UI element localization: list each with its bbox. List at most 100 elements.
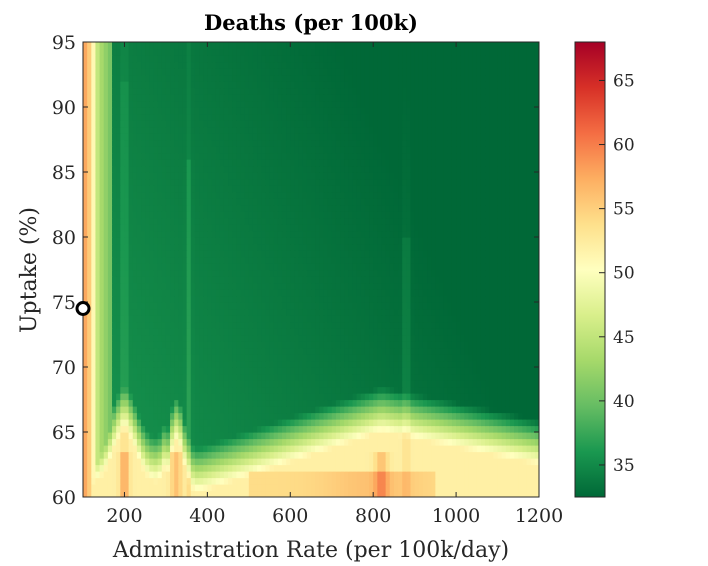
heatmap-cell: [103, 477, 109, 485]
heatmap-cell: [240, 308, 246, 316]
heatmap-cell: [526, 276, 532, 284]
heatmap-cell: [252, 243, 258, 251]
heatmap-cell: [141, 451, 146, 459]
heatmap-cell: [480, 315, 486, 323]
heatmap-cell: [252, 399, 258, 407]
heatmap-cell: [87, 250, 92, 258]
heatmap-cell: [373, 484, 378, 492]
heatmap-cell: [178, 308, 184, 316]
heatmap-cell: [302, 328, 308, 336]
heatmap-cell: [410, 373, 416, 381]
heatmap-cell: [476, 471, 482, 479]
heatmap-cell: [240, 302, 246, 310]
heatmap-cell: [149, 432, 155, 440]
heatmap-cell: [223, 490, 229, 497]
heatmap-cell: [505, 373, 511, 381]
heatmap-cell: [534, 315, 539, 323]
heatmap-cell: [468, 315, 474, 323]
heatmap-cell: [182, 302, 188, 310]
heatmap-cell: [149, 477, 155, 485]
heatmap-cell: [522, 211, 528, 219]
heatmap-cell: [141, 263, 146, 271]
heatmap-cell: [170, 282, 175, 290]
heatmap-cell: [526, 490, 532, 497]
heatmap-cell: [273, 373, 279, 381]
heatmap-cell: [315, 263, 320, 271]
heatmap-cell: [252, 432, 258, 440]
heatmap-cell: [273, 276, 279, 284]
heatmap-cell: [518, 425, 524, 433]
heatmap-cell: [485, 237, 490, 245]
heatmap-cell: [257, 289, 262, 297]
heatmap-cell: [493, 484, 499, 492]
heatmap-cell: [464, 367, 470, 375]
heatmap-cell: [170, 198, 175, 206]
heatmap-cell: [199, 263, 204, 271]
heatmap-cell: [402, 464, 407, 472]
heatmap-cell: [439, 302, 445, 310]
heatmap-cell: [149, 419, 155, 427]
heatmap-cell: [252, 237, 258, 245]
heatmap-cell: [165, 386, 171, 394]
heatmap-cell: [398, 211, 403, 219]
heatmap-cell: [186, 276, 192, 284]
heatmap-cell: [273, 354, 279, 362]
heatmap-cell: [468, 263, 474, 271]
heatmap-cell: [344, 217, 349, 225]
heatmap-cell: [265, 334, 271, 342]
heatmap-cell: [526, 412, 532, 420]
heatmap-cell: [132, 399, 138, 407]
heatmap-cell: [132, 276, 138, 284]
heatmap-cell: [418, 425, 424, 433]
heatmap-cell: [228, 464, 233, 472]
heatmap-cell: [120, 354, 126, 362]
heatmap-cell: [447, 406, 453, 414]
heatmap-cell: [199, 393, 204, 401]
heatmap-cell: [323, 367, 329, 375]
heatmap-cell: [311, 276, 316, 284]
heatmap-cell: [514, 373, 519, 381]
heatmap-cell: [518, 386, 524, 394]
heatmap-cell: [344, 204, 349, 212]
heatmap-cell: [186, 302, 192, 310]
heatmap-cell: [340, 321, 345, 329]
heatmap-cell: [360, 373, 366, 381]
heatmap-cell: [286, 224, 291, 232]
heatmap-cell: [219, 367, 225, 375]
heatmap-cell: [443, 380, 449, 388]
heatmap-cell: [248, 373, 254, 381]
heatmap-cell: [194, 406, 200, 414]
heatmap-cell: [331, 458, 337, 466]
heatmap-cell: [203, 217, 208, 225]
heatmap-cell: [418, 367, 424, 375]
heatmap-cell: [290, 295, 296, 303]
heatmap-cell: [103, 432, 109, 440]
heatmap-cell: [261, 412, 266, 420]
heatmap-cell: [327, 256, 333, 264]
heatmap-cell: [464, 386, 470, 394]
heatmap-cell: [414, 230, 420, 238]
heatmap-cell: [323, 302, 329, 310]
heatmap-cell: [194, 269, 200, 277]
heatmap-cell: [136, 341, 142, 349]
heatmap-cell: [240, 263, 246, 271]
heatmap-cell: [257, 367, 262, 375]
heatmap-cell: [174, 438, 179, 446]
heatmap-cell: [170, 276, 175, 284]
heatmap-cell: [385, 263, 391, 271]
heatmap-cell: [186, 198, 192, 206]
heatmap-cell: [103, 282, 109, 290]
heatmap-cell: [356, 237, 362, 245]
heatmap-cell: [194, 354, 200, 362]
heatmap-cell: [103, 256, 109, 264]
heatmap-cell: [369, 471, 374, 479]
heatmap-cell: [277, 237, 283, 245]
heatmap-cell: [145, 217, 150, 225]
heatmap-cell: [128, 360, 134, 368]
heatmap-cell: [277, 341, 283, 349]
heatmap-cell: [534, 204, 539, 212]
heatmap-cell: [124, 282, 130, 290]
heatmap-cell: [398, 399, 403, 407]
heatmap-cell: [236, 237, 242, 245]
